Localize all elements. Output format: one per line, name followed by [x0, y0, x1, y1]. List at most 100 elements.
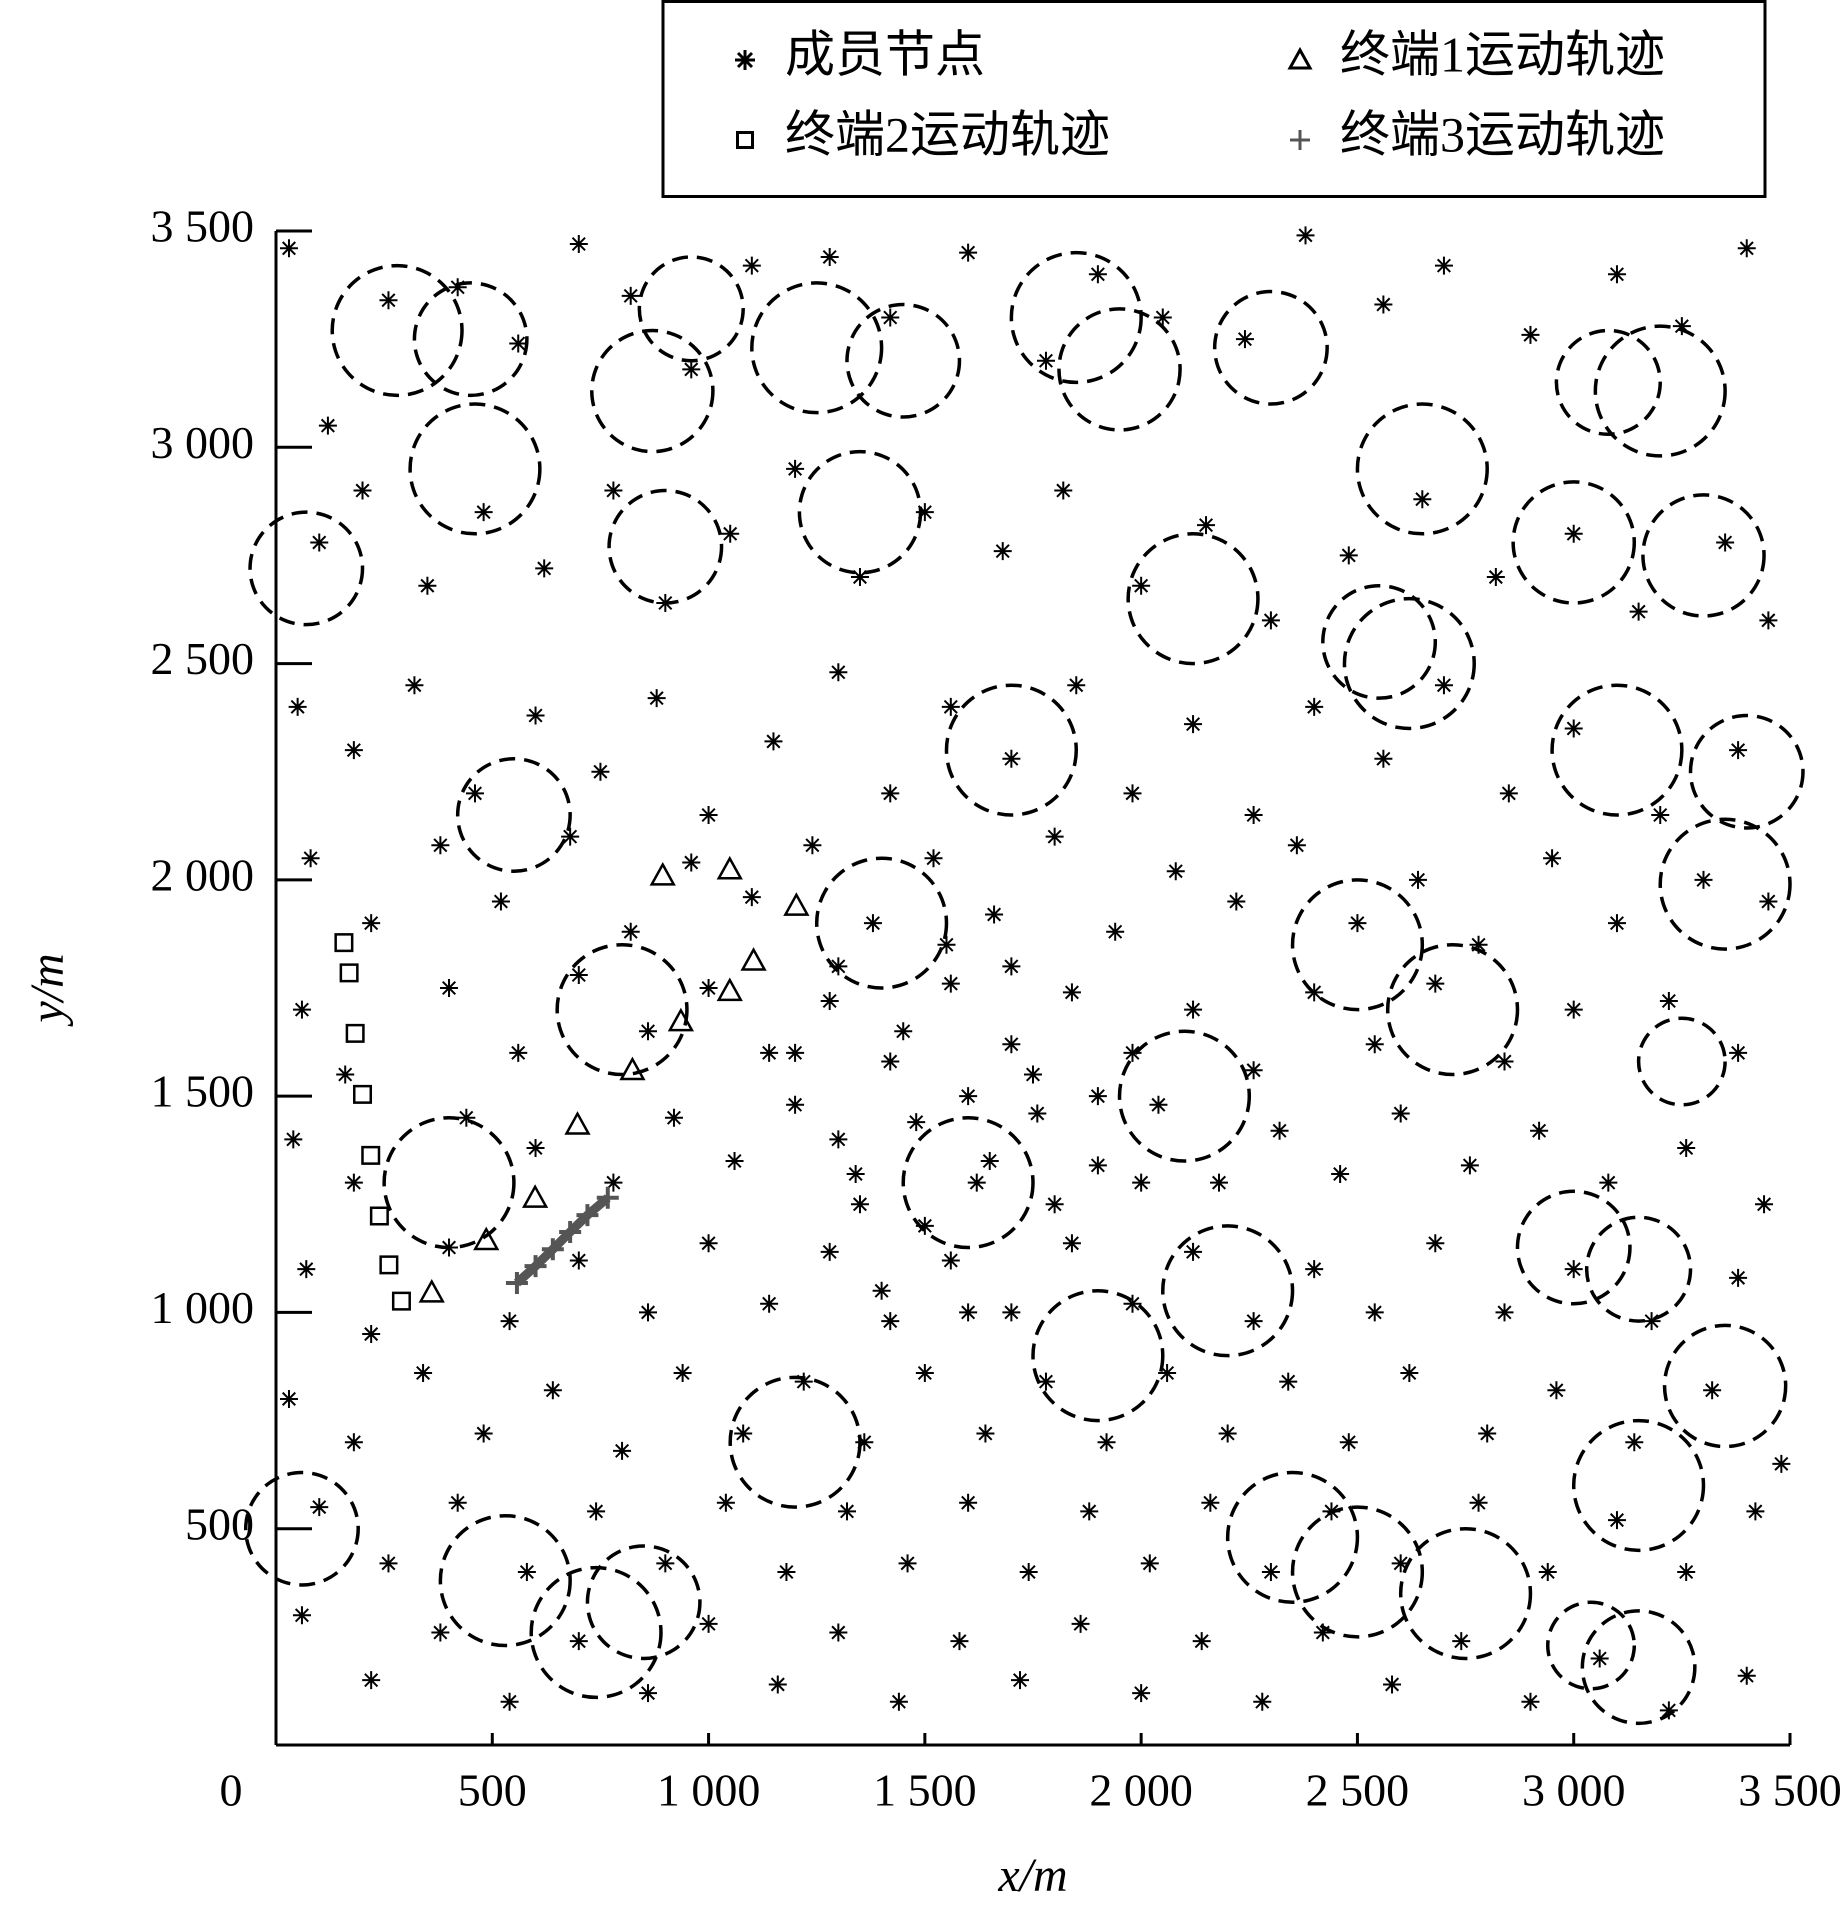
point	[1521, 1692, 1540, 1711]
point	[521, 1184, 549, 1208]
point	[1244, 805, 1263, 824]
cluster-range	[944, 683, 1079, 817]
cluster-range	[1546, 1600, 1637, 1691]
point	[1322, 1502, 1341, 1521]
point	[1140, 1554, 1159, 1573]
point	[1244, 1312, 1263, 1331]
cluster-range	[412, 281, 529, 398]
point	[509, 1043, 528, 1062]
point	[941, 1251, 960, 1270]
point	[1024, 1065, 1042, 1084]
point	[699, 1234, 718, 1253]
point	[1625, 1433, 1644, 1452]
point	[1716, 533, 1735, 552]
x-tick-label: 2 000	[1089, 1765, 1193, 1816]
point	[457, 1108, 476, 1127]
y-axis-label: y/m	[21, 953, 74, 1027]
cluster-range	[1584, 1215, 1693, 1323]
point	[846, 1165, 865, 1184]
point	[1737, 1666, 1756, 1685]
point	[837, 1502, 856, 1521]
point	[1365, 1035, 1384, 1054]
point	[1530, 1121, 1549, 1140]
point	[1434, 676, 1453, 695]
point	[649, 861, 676, 886]
point	[1478, 1424, 1497, 1443]
point	[829, 957, 848, 976]
point	[1045, 1195, 1064, 1214]
point	[829, 1130, 848, 1149]
point	[1002, 749, 1021, 768]
point	[1365, 1303, 1384, 1322]
y-tick-label: 1 000	[151, 1282, 255, 1333]
point	[596, 1186, 619, 1209]
point	[656, 1554, 675, 1573]
point	[881, 784, 900, 803]
point	[881, 1312, 900, 1331]
point	[639, 1022, 658, 1041]
point	[1123, 784, 1142, 803]
point	[1659, 991, 1678, 1010]
point	[362, 1671, 381, 1690]
point	[1088, 265, 1107, 284]
point	[1132, 576, 1151, 595]
point	[1564, 1000, 1583, 1019]
cluster-range	[1511, 480, 1637, 605]
cluster-group	[243, 250, 1805, 1726]
cluster-range	[382, 1116, 516, 1250]
point	[1261, 611, 1280, 630]
point	[1746, 1502, 1765, 1521]
point	[1002, 1303, 1021, 1322]
point	[1158, 1363, 1177, 1382]
point	[742, 256, 761, 275]
point	[1153, 308, 1172, 327]
point	[1400, 1363, 1419, 1382]
point	[1054, 481, 1073, 500]
point	[1331, 1165, 1350, 1184]
point	[1305, 697, 1324, 716]
cluster-range	[1321, 583, 1438, 700]
point	[344, 1433, 363, 1452]
cluster-range	[1641, 493, 1766, 618]
point	[855, 1433, 874, 1452]
point	[491, 892, 510, 911]
point	[621, 922, 640, 941]
point	[1607, 1511, 1626, 1530]
point	[1564, 1260, 1583, 1279]
point	[440, 979, 459, 997]
point	[353, 1084, 373, 1104]
point	[1564, 719, 1583, 738]
point	[898, 1554, 917, 1573]
point	[379, 291, 398, 310]
point	[362, 914, 381, 933]
point	[980, 1152, 999, 1171]
legend-marker	[735, 50, 755, 70]
point	[664, 1108, 683, 1127]
point	[1495, 1303, 1514, 1322]
point	[1564, 524, 1583, 543]
point	[1218, 1424, 1237, 1443]
cluster-range	[1290, 878, 1425, 1012]
point	[1729, 1268, 1748, 1287]
point	[564, 1111, 591, 1135]
point	[284, 1130, 303, 1149]
y-tick-label: 3 000	[151, 417, 255, 468]
point	[721, 524, 740, 543]
point	[1132, 1173, 1151, 1192]
point	[1590, 1649, 1609, 1668]
cluster-range	[1385, 942, 1520, 1077]
point	[1184, 1000, 1203, 1019]
cluster-range	[1057, 307, 1182, 432]
point	[768, 1675, 787, 1694]
x-tick-label: 2 500	[1306, 1765, 1410, 1816]
cluster-range	[1580, 1609, 1697, 1726]
point	[339, 963, 359, 983]
series-2	[334, 933, 411, 1311]
point	[1538, 1562, 1557, 1581]
point	[292, 1000, 311, 1019]
point	[829, 663, 848, 682]
cluster-range	[1290, 1505, 1425, 1639]
x-tick-label: 1 500	[873, 1765, 977, 1816]
point	[786, 1043, 805, 1062]
legend-marker	[1290, 130, 1310, 150]
